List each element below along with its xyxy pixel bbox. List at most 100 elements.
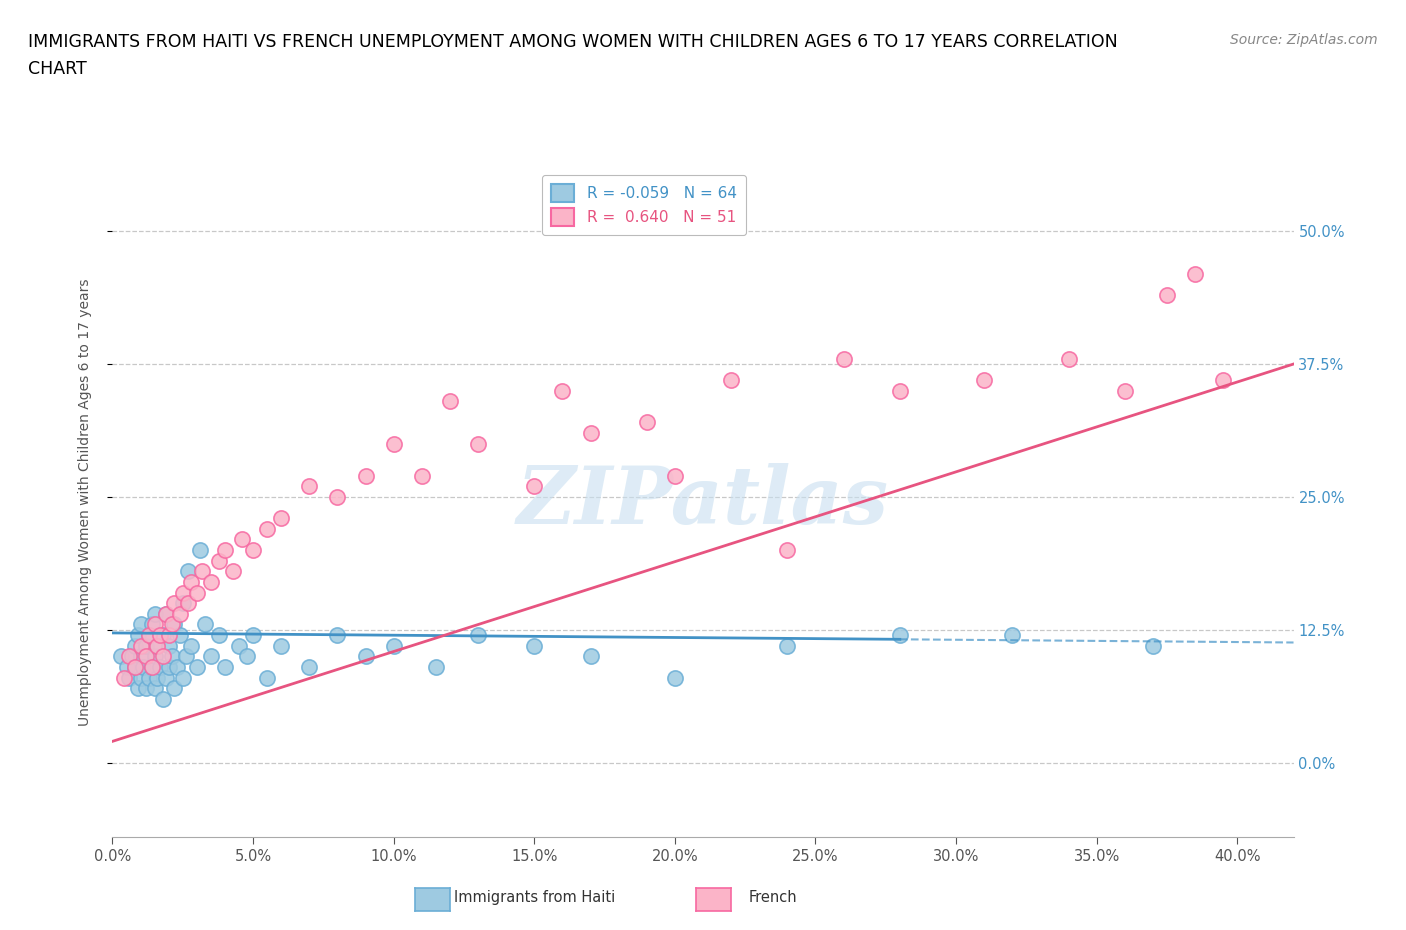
Point: [172, 596, 194, 611]
Text: CHART: CHART: [28, 60, 87, 78]
Point: [186, 585, 208, 600]
Point: [124, 659, 146, 674]
Point: [138, 671, 160, 685]
Point: [256, 671, 278, 685]
Point: [177, 596, 200, 611]
Point: [200, 649, 222, 664]
Point: [174, 649, 197, 664]
Point: [664, 671, 686, 685]
Point: [155, 671, 177, 685]
Point: [135, 681, 157, 696]
Point: [298, 479, 321, 494]
Point: [157, 659, 180, 674]
Point: [152, 628, 174, 643]
Point: [186, 659, 208, 674]
Point: [163, 617, 186, 631]
Point: [256, 522, 278, 537]
Point: [132, 659, 155, 674]
Point: [467, 436, 489, 451]
Point: [1184, 266, 1206, 281]
Point: [1001, 628, 1024, 643]
Point: [135, 638, 157, 653]
Point: [143, 606, 166, 621]
Point: [149, 628, 172, 643]
Point: [115, 659, 138, 674]
Point: [832, 352, 855, 366]
Point: [146, 638, 169, 653]
Point: [141, 659, 163, 674]
Point: [180, 638, 202, 653]
Text: French: French: [749, 890, 797, 905]
Point: [166, 659, 188, 674]
Point: [242, 628, 264, 643]
Point: [141, 659, 163, 674]
Point: [146, 638, 169, 653]
Point: [636, 415, 658, 430]
Point: [1212, 373, 1234, 388]
Point: [160, 649, 183, 664]
Point: [163, 596, 186, 611]
Point: [222, 564, 245, 578]
Point: [354, 649, 377, 664]
Point: [180, 575, 202, 590]
Point: [270, 511, 292, 525]
Point: [118, 671, 141, 685]
Point: [664, 468, 686, 483]
Point: [194, 617, 217, 631]
Point: [551, 383, 574, 398]
Point: [177, 564, 200, 578]
Text: Source: ZipAtlas.com: Source: ZipAtlas.com: [1230, 33, 1378, 46]
Point: [157, 638, 180, 653]
Point: [129, 617, 152, 631]
Point: [523, 638, 546, 653]
Point: [135, 649, 157, 664]
Point: [523, 479, 546, 494]
Point: [467, 628, 489, 643]
Point: [169, 628, 191, 643]
Point: [149, 659, 172, 674]
Point: [889, 383, 911, 398]
Point: [191, 564, 214, 578]
Point: [141, 617, 163, 631]
Point: [155, 606, 177, 621]
Point: [776, 638, 799, 653]
Text: IMMIGRANTS FROM HAITI VS FRENCH UNEMPLOYMENT AMONG WOMEN WITH CHILDREN AGES 6 TO: IMMIGRANTS FROM HAITI VS FRENCH UNEMPLOY…: [28, 33, 1118, 50]
Point: [1114, 383, 1136, 398]
Point: [172, 671, 194, 685]
Point: [169, 606, 191, 621]
Point: [1057, 352, 1080, 366]
Point: [326, 628, 349, 643]
Point: [152, 649, 174, 664]
Point: [326, 489, 349, 504]
Point: [146, 671, 169, 685]
Point: [270, 638, 292, 653]
Point: [143, 681, 166, 696]
Point: [208, 553, 231, 568]
Point: [231, 532, 253, 547]
Point: [1142, 638, 1164, 653]
Point: [112, 671, 135, 685]
Point: [214, 659, 236, 674]
Point: [973, 373, 995, 388]
Point: [439, 393, 461, 408]
Point: [208, 628, 231, 643]
Point: [354, 468, 377, 483]
Point: [298, 659, 321, 674]
Legend: R = -0.059   N = 64, R =  0.640   N = 51: R = -0.059 N = 64, R = 0.640 N = 51: [543, 175, 745, 234]
Point: [188, 542, 211, 557]
Point: [138, 628, 160, 643]
Point: [160, 617, 183, 631]
Point: [157, 628, 180, 643]
Point: [579, 426, 602, 441]
Point: [214, 542, 236, 557]
Point: [172, 585, 194, 600]
Point: [720, 373, 742, 388]
Point: [143, 617, 166, 631]
Point: [200, 575, 222, 590]
Point: [118, 649, 141, 664]
Point: [579, 649, 602, 664]
Point: [236, 649, 259, 664]
Point: [889, 628, 911, 643]
Text: ZIPatlas: ZIPatlas: [517, 463, 889, 541]
Point: [124, 638, 146, 653]
